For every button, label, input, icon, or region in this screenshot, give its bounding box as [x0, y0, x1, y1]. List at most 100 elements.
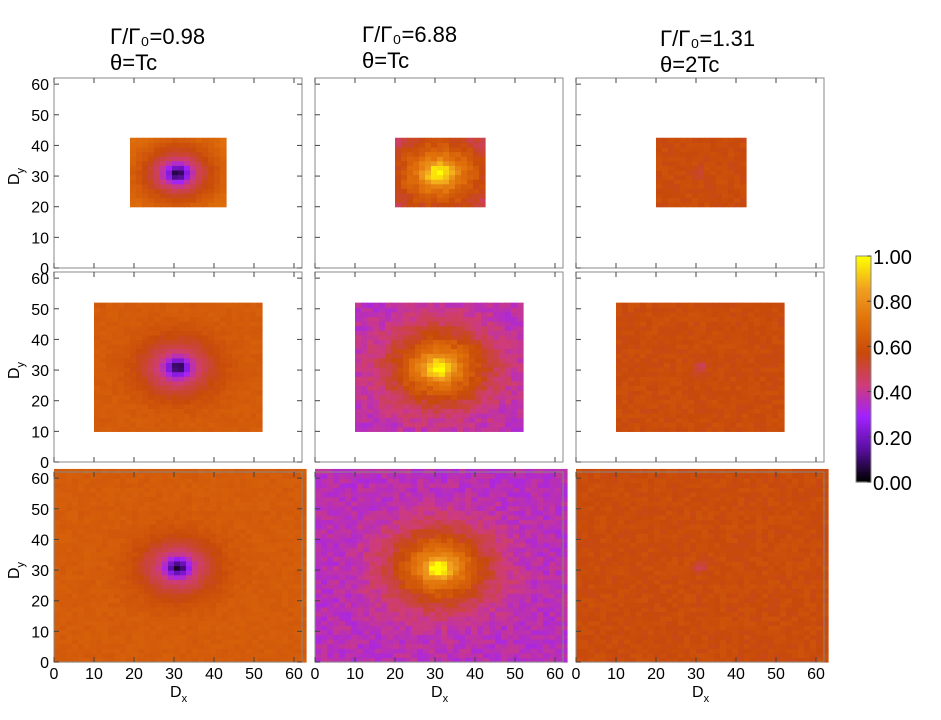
heatmap-cell	[232, 348, 239, 354]
heatmap-cell	[467, 142, 474, 148]
heatmap-cell	[126, 620, 133, 626]
heatmap-cell	[505, 417, 512, 423]
heatmap-cell	[114, 473, 121, 479]
heatmap-cell	[616, 371, 623, 377]
theta-label: θ=Tc	[110, 50, 158, 75]
heatmap-cell	[748, 353, 755, 359]
heatmap-cell	[54, 634, 61, 640]
heatmap-cell	[276, 528, 283, 534]
heatmap-cell	[108, 514, 115, 521]
heatmap-cell	[680, 179, 687, 185]
heatmap-cell	[60, 491, 67, 498]
heatmap-cell	[168, 629, 175, 636]
heatmap-cell	[144, 570, 151, 576]
heatmap-cell	[656, 183, 663, 189]
heatmap-cell	[172, 412, 179, 419]
heatmap-cell	[698, 197, 705, 203]
heatmap-cell	[132, 551, 139, 557]
heatmap-cell	[413, 188, 420, 194]
heatmap-cell	[355, 380, 362, 386]
heatmap-cell	[722, 188, 729, 194]
heatmap-cell	[256, 307, 263, 313]
heatmap-cell	[84, 588, 91, 594]
heatmap-cell	[102, 556, 109, 562]
heatmap-cell	[94, 307, 101, 313]
heatmap-cell	[475, 307, 482, 313]
heatmap-cell	[150, 478, 157, 484]
y-tick-label: 60	[31, 271, 49, 288]
heatmap-cell	[294, 514, 301, 521]
heatmap-cell	[397, 362, 404, 368]
heatmap-cell	[154, 408, 161, 414]
heatmap-cell	[481, 339, 488, 345]
heatmap-cell	[238, 422, 245, 428]
heatmap-cell	[232, 380, 239, 386]
heatmap-cell	[196, 165, 203, 171]
heatmap-cell	[694, 357, 701, 364]
heatmap-cell	[250, 412, 257, 419]
heatmap-cell	[156, 560, 163, 567]
heatmap-cell	[202, 371, 209, 377]
heatmap-cell	[168, 533, 175, 539]
heatmap-cell	[300, 482, 307, 488]
heatmap-cell	[748, 302, 755, 308]
heatmap-cell	[664, 330, 671, 336]
heatmap-cell	[250, 403, 257, 409]
heatmap-cell	[198, 597, 205, 603]
heatmap-cell	[228, 616, 235, 622]
heatmap-cell	[754, 334, 761, 341]
heatmap-cell	[204, 634, 211, 640]
heatmap-cell	[100, 394, 107, 400]
heatmap-cell	[481, 302, 488, 308]
heatmap-cell	[202, 408, 209, 414]
heatmap-cell	[138, 514, 145, 521]
heatmap-cell	[192, 583, 199, 590]
heatmap-cell	[96, 473, 103, 479]
y-tick-label: 50	[31, 108, 49, 125]
heatmap-cell	[210, 648, 217, 654]
heatmap-cell	[433, 408, 440, 414]
heatmap-cell	[138, 593, 145, 599]
heatmap-cell	[144, 560, 151, 567]
heatmap-cell	[220, 192, 227, 199]
heatmap-cell	[461, 160, 468, 166]
heatmap-cell	[180, 588, 187, 594]
heatmap-cell	[244, 371, 251, 377]
heatmap-cell	[108, 616, 115, 622]
heatmap-cell	[180, 556, 187, 562]
heatmap-cell	[772, 394, 779, 400]
heatmap-cell	[361, 357, 368, 364]
heatmap-cell	[505, 334, 512, 341]
heatmap-cell	[150, 625, 157, 631]
heatmap-cell	[186, 482, 193, 488]
heatmap-cell	[202, 422, 209, 428]
heatmap-cell	[204, 616, 211, 622]
heatmap-cell	[130, 362, 137, 368]
heatmap-cell	[652, 339, 659, 345]
heatmap-cell	[78, 652, 85, 659]
heatmap-cell	[616, 311, 623, 318]
heatmap-cell	[90, 537, 97, 544]
heatmap-cell	[100, 385, 107, 391]
heatmap-cell	[451, 307, 458, 313]
heatmap-cell	[166, 389, 173, 396]
heatmap-cell	[202, 160, 209, 166]
heatmap-cell	[132, 528, 139, 534]
heatmap-cell	[718, 394, 725, 400]
heatmap-cell	[232, 362, 239, 368]
heatmap-cell	[118, 412, 125, 419]
heatmap-cell	[160, 367, 167, 373]
heatmap-cell	[431, 169, 438, 176]
heatmap-cell	[652, 394, 659, 400]
heatmap-cell	[130, 188, 137, 194]
heatmap-cell	[186, 537, 193, 544]
heatmap-cell	[754, 339, 761, 345]
heatmap-cell	[160, 362, 167, 368]
heatmap-cell	[210, 551, 217, 557]
heatmap-cell	[300, 519, 307, 525]
heatmap-cell	[66, 648, 73, 654]
heatmap-cell	[118, 403, 125, 409]
heatmap-cell	[427, 325, 434, 331]
heatmap-cell	[276, 657, 283, 663]
heatmap-cell	[108, 547, 115, 553]
